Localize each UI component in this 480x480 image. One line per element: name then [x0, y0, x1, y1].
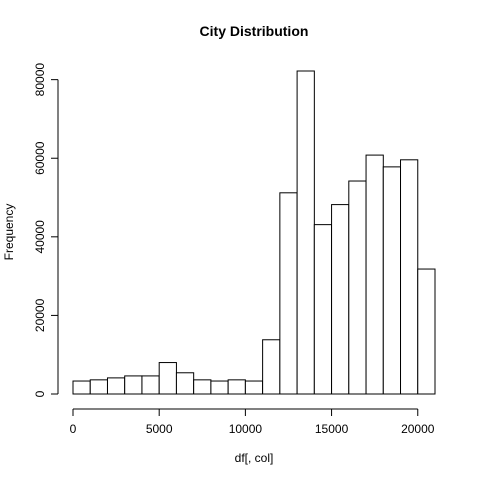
y-axis-label: Frequency [2, 204, 16, 261]
y-tick-label: 80000 [33, 63, 47, 97]
y-tick-label: 60000 [33, 141, 47, 175]
chart-title: City Distribution [200, 23, 309, 39]
y-tick-label: 40000 [33, 220, 47, 254]
histogram-bar [210, 380, 229, 395]
histogram-bar [262, 339, 281, 395]
x-tick-label: 5000 [146, 422, 173, 436]
x-tick-label: 0 [70, 422, 77, 436]
histogram-bar [72, 380, 91, 395]
histogram-bar [175, 372, 195, 395]
histogram-bar [365, 154, 384, 395]
histogram-bar [89, 379, 108, 395]
histogram-bar [417, 268, 436, 395]
histogram-bar [382, 166, 402, 395]
histogram-bar [279, 192, 298, 395]
x-tick-label: 10000 [229, 422, 263, 436]
histogram-bar [296, 70, 315, 395]
y-axis: 0 20000 40000 60000 80000 [33, 63, 59, 397]
histogram-bar [348, 180, 367, 395]
x-tick-label: 20000 [401, 422, 435, 436]
histogram-bar [244, 380, 264, 395]
x-axis-label: df[, col] [235, 451, 274, 465]
x-tick-label: 15000 [315, 422, 349, 436]
histogram-bar [158, 362, 177, 395]
x-axis: 0 5000 10000 15000 20000 [70, 408, 435, 436]
histogram-bar [106, 377, 126, 395]
bars-group [72, 70, 436, 395]
histogram-bar [331, 204, 350, 395]
y-tick-label: 0 [33, 390, 47, 397]
histogram-bar [141, 375, 160, 395]
histogram-bar [313, 224, 333, 395]
histogram-bar [227, 379, 246, 395]
histogram-bar [400, 159, 419, 395]
histogram-bar [124, 375, 143, 395]
histogram-bar [193, 379, 212, 395]
y-tick-label: 20000 [33, 298, 47, 332]
